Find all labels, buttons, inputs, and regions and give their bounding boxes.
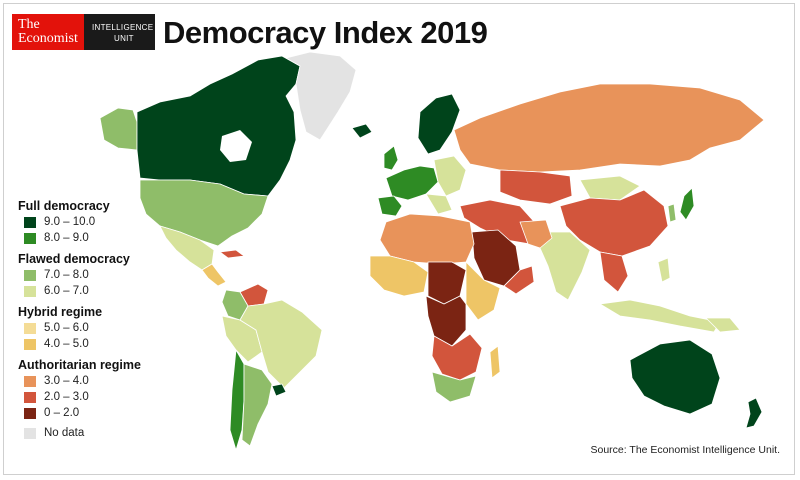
region-iberia bbox=[377, 195, 403, 217]
legend-label: 2.0 – 3.0 bbox=[44, 391, 89, 403]
region-alaska bbox=[99, 107, 138, 151]
legend-label: 5.0 – 6.0 bbox=[44, 322, 89, 334]
legend-label: 9.0 – 10.0 bbox=[44, 216, 96, 228]
legend-label: 8.0 – 9.0 bbox=[44, 232, 89, 244]
legend-swatch bbox=[24, 375, 36, 387]
legend-group-hybrid-regime: Hybrid regime bbox=[18, 305, 103, 319]
region-indonesia bbox=[599, 299, 721, 333]
region-mongolia bbox=[579, 175, 641, 201]
legend-group-flawed-democracy: Flawed democracy bbox=[18, 252, 130, 266]
source-note: Source: The Economist Intelligence Unit. bbox=[590, 444, 781, 456]
region-north-africa bbox=[379, 213, 475, 265]
logo-unit-line2: UNIT bbox=[114, 34, 134, 43]
region-central-africa bbox=[425, 295, 467, 347]
legend-item: 5.0 – 6.0 bbox=[18, 320, 168, 336]
region-madagascar bbox=[489, 345, 501, 379]
intelligence-unit-logo: INTELLIGENCE UNIT bbox=[84, 14, 155, 50]
map-regions bbox=[99, 51, 765, 451]
region-pakistan-afghanistan bbox=[519, 219, 553, 249]
legend-swatch bbox=[24, 427, 36, 439]
legend-group-full-democracy: Full democracy bbox=[18, 199, 110, 213]
legend-item: 7.0 – 8.0 bbox=[18, 267, 168, 283]
legend-item: 6.0 – 7.0 bbox=[18, 283, 168, 299]
region-japan bbox=[679, 187, 695, 221]
legend-swatch bbox=[24, 407, 36, 419]
legend-swatch bbox=[24, 391, 36, 403]
legend-item: 4.0 – 5.0 bbox=[18, 336, 168, 352]
region-scandinavia bbox=[417, 93, 461, 155]
region-greenland bbox=[285, 51, 357, 141]
region-uk bbox=[383, 145, 399, 171]
region-australia bbox=[629, 339, 721, 415]
legend: Full democracy 9.0 – 10.0 8.0 – 9.0 Flaw… bbox=[18, 198, 168, 441]
legend-group-authoritarian-regime: Authoritarian regime bbox=[18, 358, 141, 372]
region-papua bbox=[705, 317, 741, 333]
region-india bbox=[539, 231, 591, 301]
legend-swatch bbox=[24, 216, 36, 228]
region-new-zealand bbox=[745, 397, 763, 429]
economist-logo: The Economist bbox=[12, 14, 84, 50]
legend-swatch bbox=[24, 338, 36, 350]
legend-item: 3.0 – 4.0 bbox=[18, 373, 168, 389]
region-china bbox=[559, 189, 669, 257]
legend-item-no-data: No data bbox=[18, 425, 168, 441]
region-southern-africa bbox=[431, 333, 483, 381]
legend-swatch bbox=[24, 285, 36, 297]
region-west-africa bbox=[369, 255, 429, 297]
legend-item: 9.0 – 10.0 bbox=[18, 214, 168, 230]
legend-item: 8.0 – 9.0 bbox=[18, 230, 168, 246]
region-uruguay bbox=[271, 383, 287, 397]
region-southeast-asia bbox=[599, 251, 629, 293]
legend-label: No data bbox=[44, 427, 85, 439]
region-balkans bbox=[425, 193, 453, 215]
logo-text-line2: Economist bbox=[18, 31, 78, 46]
legend-swatch bbox=[24, 269, 36, 281]
legend-item: 0 – 2.0 bbox=[18, 405, 168, 421]
legend-label: 0 – 2.0 bbox=[44, 407, 80, 419]
region-hudson-bay bbox=[220, 130, 252, 162]
region-iceland bbox=[351, 123, 373, 139]
legend-swatch bbox=[24, 322, 36, 334]
legend-label: 6.0 – 7.0 bbox=[44, 285, 89, 297]
logo-unit-line1: INTELLIGENCE bbox=[92, 23, 154, 32]
region-eastern-europe bbox=[433, 155, 467, 197]
legend-label: 7.0 – 8.0 bbox=[44, 269, 89, 281]
chart-title: Democracy Index 2019 bbox=[163, 15, 488, 50]
logo-text-line1: The bbox=[18, 17, 40, 32]
legend-swatch bbox=[24, 232, 36, 244]
legend-label: 4.0 – 5.0 bbox=[44, 338, 89, 350]
region-argentina bbox=[241, 363, 273, 447]
region-russia bbox=[453, 83, 765, 173]
region-south-africa bbox=[431, 371, 477, 403]
legend-item: 2.0 – 3.0 bbox=[18, 389, 168, 405]
region-korea bbox=[667, 203, 677, 223]
region-brazil bbox=[239, 299, 323, 389]
region-cuba bbox=[219, 249, 245, 259]
region-yemen-oman bbox=[503, 265, 535, 295]
region-philippines bbox=[657, 257, 671, 283]
region-canada bbox=[136, 55, 301, 197]
region-kazakhstan bbox=[499, 169, 573, 205]
region-central-america bbox=[201, 263, 227, 287]
legend-label: 3.0 – 4.0 bbox=[44, 375, 89, 387]
chart-frame bbox=[3, 3, 795, 475]
